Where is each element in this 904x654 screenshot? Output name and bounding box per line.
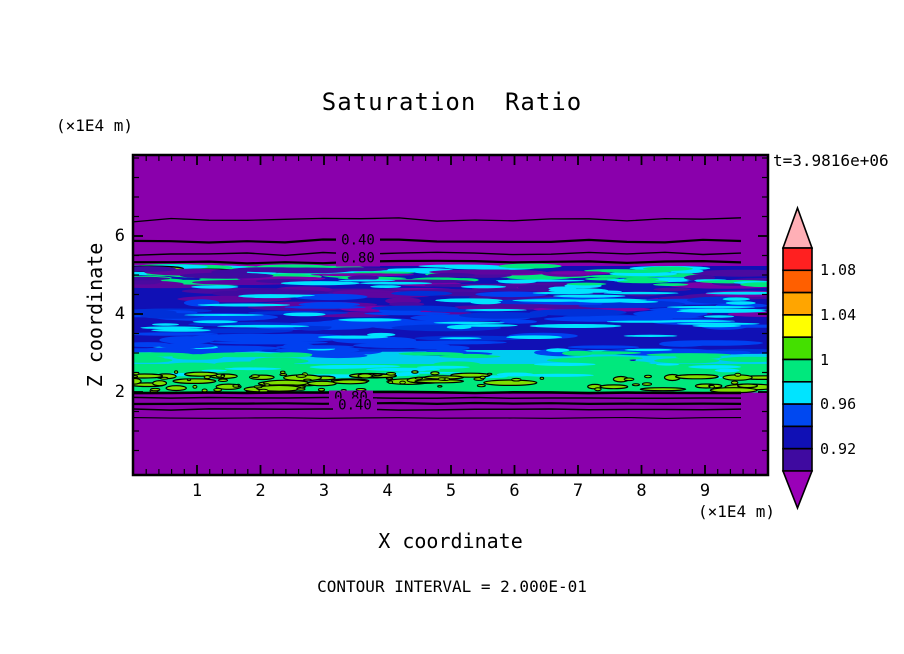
x-tick-label: 3 bbox=[318, 481, 330, 501]
y-axis-unit-label: (×1E4 m) bbox=[55, 116, 133, 135]
colorbar-label: 1 bbox=[820, 351, 830, 369]
x-tick-label: 8 bbox=[636, 481, 647, 501]
x-tick-label: 4 bbox=[382, 481, 393, 501]
x-tick-label: 6 bbox=[509, 481, 520, 501]
colorbar-label: 1.04 bbox=[820, 306, 857, 324]
colorbar-label: 1.08 bbox=[820, 261, 857, 279]
x-tick-label: 5 bbox=[445, 481, 457, 501]
contour-line-label: 0.40 bbox=[333, 398, 377, 414]
contour-interval-note: CONTOUR INTERVAL = 2.000E-01 bbox=[317, 577, 587, 596]
y-tick-label: 6 bbox=[114, 226, 125, 246]
x-axis-unit-label: (×1E4 m) bbox=[697, 502, 775, 521]
x-tick-label: 7 bbox=[572, 481, 584, 501]
chart-title: Saturation Ratio bbox=[321, 88, 583, 116]
contour-line-label: 0.40 bbox=[336, 233, 380, 249]
x-axis-title: X coordinate bbox=[378, 529, 523, 553]
y-tick-label: 2 bbox=[114, 382, 125, 402]
x-tick-label: 1 bbox=[191, 481, 203, 501]
x-tick-label: 9 bbox=[699, 481, 711, 501]
y-tick-label: 4 bbox=[114, 304, 125, 324]
contour-line-label: 0.80 bbox=[336, 251, 380, 267]
colorbar-label: 0.92 bbox=[820, 440, 857, 458]
colorbar-label: 0.96 bbox=[820, 395, 857, 413]
x-tick-label: 2 bbox=[255, 481, 266, 501]
time-annotation: t=3.9816e+06 bbox=[773, 151, 889, 170]
